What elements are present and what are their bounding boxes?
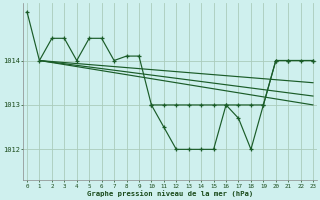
X-axis label: Graphe pression niveau de la mer (hPa): Graphe pression niveau de la mer (hPa) — [87, 190, 253, 197]
